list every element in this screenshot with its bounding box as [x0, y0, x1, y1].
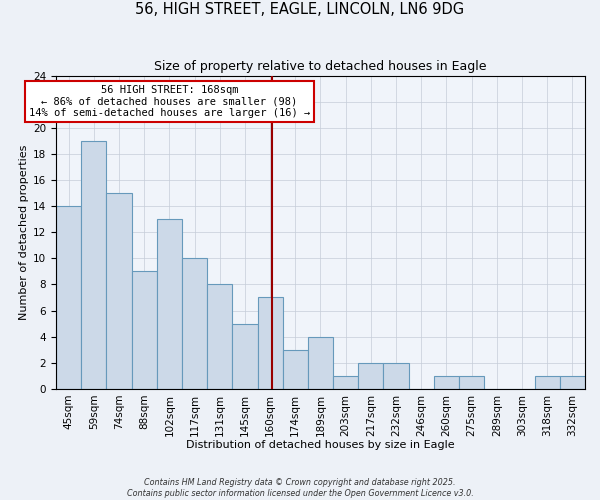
Bar [182, 258, 207, 389]
Bar [459, 376, 484, 389]
Bar [157, 219, 182, 389]
Bar [131, 272, 157, 389]
Bar [257, 298, 283, 389]
Bar [106, 193, 131, 389]
Text: 56 HIGH STREET: 168sqm
← 86% of detached houses are smaller (98)
14% of semi-det: 56 HIGH STREET: 168sqm ← 86% of detached… [29, 84, 310, 118]
Text: 56, HIGH STREET, EAGLE, LINCOLN, LN6 9DG: 56, HIGH STREET, EAGLE, LINCOLN, LN6 9DG [136, 2, 464, 18]
Bar [333, 376, 358, 389]
Bar [207, 284, 232, 389]
Bar [535, 376, 560, 389]
Bar [308, 336, 333, 389]
Bar [283, 350, 308, 389]
Bar [434, 376, 459, 389]
Text: Contains HM Land Registry data © Crown copyright and database right 2025.
Contai: Contains HM Land Registry data © Crown c… [127, 478, 473, 498]
Bar [383, 362, 409, 389]
X-axis label: Distribution of detached houses by size in Eagle: Distribution of detached houses by size … [186, 440, 455, 450]
Bar [56, 206, 81, 389]
Y-axis label: Number of detached properties: Number of detached properties [19, 144, 29, 320]
Bar [358, 362, 383, 389]
Bar [232, 324, 257, 389]
Title: Size of property relative to detached houses in Eagle: Size of property relative to detached ho… [154, 60, 487, 73]
Bar [81, 141, 106, 389]
Bar [560, 376, 585, 389]
